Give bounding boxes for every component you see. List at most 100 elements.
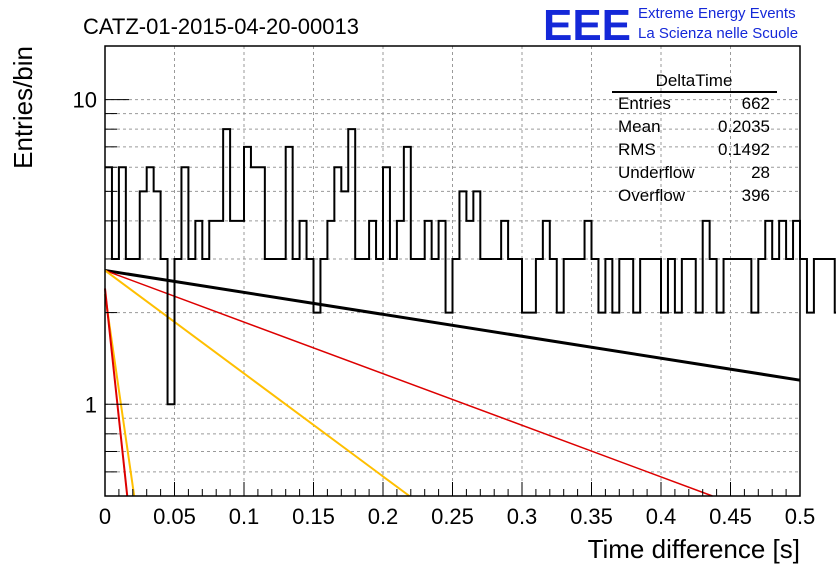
- histogram-bin: [453, 259, 460, 496]
- histogram-bin: [258, 167, 265, 496]
- histogram-bin: [585, 221, 592, 496]
- histogram-bin: [675, 313, 682, 496]
- histogram-bin: [202, 259, 209, 496]
- stats-label: Underflow: [618, 163, 695, 182]
- chart-title: CATZ-01-2015-04-20-00013: [83, 14, 359, 39]
- histogram-bin: [717, 313, 724, 496]
- stats-value: 0.1492: [718, 140, 770, 159]
- x-tick-label: 0.35: [570, 504, 613, 529]
- histogram-bars: [105, 128, 836, 496]
- histogram-bin: [494, 259, 501, 496]
- eee-logo: EEE Extreme Energy Events La Scienza nel…: [543, 1, 798, 50]
- x-tick-labels: 0 0.05 0.1 0.15 0.2 0.25 0.3 0.35 0.4 0.45 0.5: [99, 504, 815, 529]
- histogram-bin: [640, 259, 647, 496]
- histogram-bin: [119, 167, 126, 496]
- histogram-bin: [473, 191, 480, 496]
- y-tick-label: 1: [85, 392, 97, 417]
- histogram-bin: [807, 313, 814, 496]
- y-axis-title: Entries/bin: [8, 46, 38, 169]
- histogram-bin: [126, 259, 133, 496]
- stats-label: Overflow: [618, 186, 686, 205]
- histogram-bin: [626, 259, 633, 496]
- fit-line: [104, 269, 713, 497]
- histogram-bin: [793, 221, 800, 496]
- histogram-bin: [411, 259, 418, 496]
- histogram-bin: [765, 221, 772, 496]
- histogram-bin: [619, 259, 626, 496]
- histogram-bin: [522, 313, 529, 496]
- histogram-bin: [543, 221, 550, 496]
- histogram-outline: [105, 128, 836, 406]
- histogram-bin: [814, 259, 821, 496]
- histogram-bin: [334, 167, 341, 496]
- histogram-bin: [175, 259, 182, 496]
- x-tick-label: 0.4: [646, 504, 677, 529]
- histogram-bin: [251, 167, 258, 496]
- grid-lines: [105, 46, 800, 497]
- histogram-bin: [341, 191, 348, 496]
- histogram-bin: [564, 259, 571, 496]
- histogram-bin: [612, 313, 619, 496]
- histogram-bin: [154, 191, 161, 496]
- histogram-bin: [181, 167, 188, 496]
- x-tick-label: 0.5: [785, 504, 816, 529]
- y-tick-label: 10: [73, 88, 97, 113]
- histogram-bin: [466, 221, 473, 496]
- histogram-bin: [737, 259, 744, 496]
- stats-box: DeltaTime Entries 662 Mean 0.2035 RMS 0.1492 U…: [612, 71, 777, 205]
- histogram-bin: [209, 221, 216, 496]
- histogram-bin: [529, 313, 536, 496]
- histogram-bin: [216, 221, 223, 496]
- x-tick-label: 0.1: [229, 504, 260, 529]
- histogram-bin: [293, 259, 300, 496]
- histogram-bin: [188, 259, 195, 496]
- stats-label: RMS: [618, 140, 656, 159]
- histogram-bin: [369, 221, 376, 496]
- histogram-bin: [751, 313, 758, 496]
- histogram-bin: [696, 313, 703, 496]
- x-tick-label: 0.05: [153, 504, 196, 529]
- fit-line: [104, 288, 129, 497]
- histogram-bin: [654, 259, 661, 496]
- histogram-bin: [668, 259, 675, 496]
- histogram-bin: [703, 221, 710, 496]
- histogram-bin: [786, 259, 793, 496]
- x-tick-label: 0.45: [709, 504, 752, 529]
- histogram-bin: [731, 259, 738, 496]
- histogram-bin: [355, 259, 362, 496]
- histogram-bin: [682, 259, 689, 496]
- histogram-bin: [744, 259, 751, 496]
- histogram-bin: [320, 259, 327, 496]
- histogram-bin: [272, 259, 279, 496]
- histogram-bin: [244, 147, 251, 496]
- histogram-bin: [140, 191, 147, 496]
- histogram-bin: [286, 147, 293, 496]
- histogram-bin: [168, 404, 175, 496]
- histogram-bin: [105, 167, 112, 496]
- histogram-bin: [390, 259, 397, 496]
- stats-value: 0.2035: [718, 117, 770, 136]
- histogram-bin: [821, 259, 828, 496]
- x-axis-title: Time difference [s]: [588, 534, 800, 564]
- histogram-bin: [661, 313, 668, 496]
- histogram-bin: [279, 259, 286, 496]
- histogram-bin: [161, 259, 168, 496]
- histogram-bin: [327, 221, 334, 496]
- histogram-bin: [195, 221, 202, 496]
- histogram-bin: [237, 221, 244, 496]
- stats-label: Mean: [618, 117, 661, 136]
- histogram-bin: [112, 259, 119, 496]
- axis-ticks: [104, 99, 801, 497]
- histogram-bin: [772, 259, 779, 496]
- histogram-bin: [592, 259, 599, 496]
- histogram-bin: [397, 221, 404, 496]
- histogram-bin: [828, 259, 835, 496]
- fit-curves: [104, 268, 801, 497]
- histogram-bin: [710, 259, 717, 496]
- x-tick-label: 0.25: [431, 504, 474, 529]
- histogram-bin: [376, 259, 383, 496]
- histogram-bin: [348, 129, 355, 496]
- histogram-bin: [550, 259, 557, 496]
- stats-label: Entries: [618, 94, 671, 113]
